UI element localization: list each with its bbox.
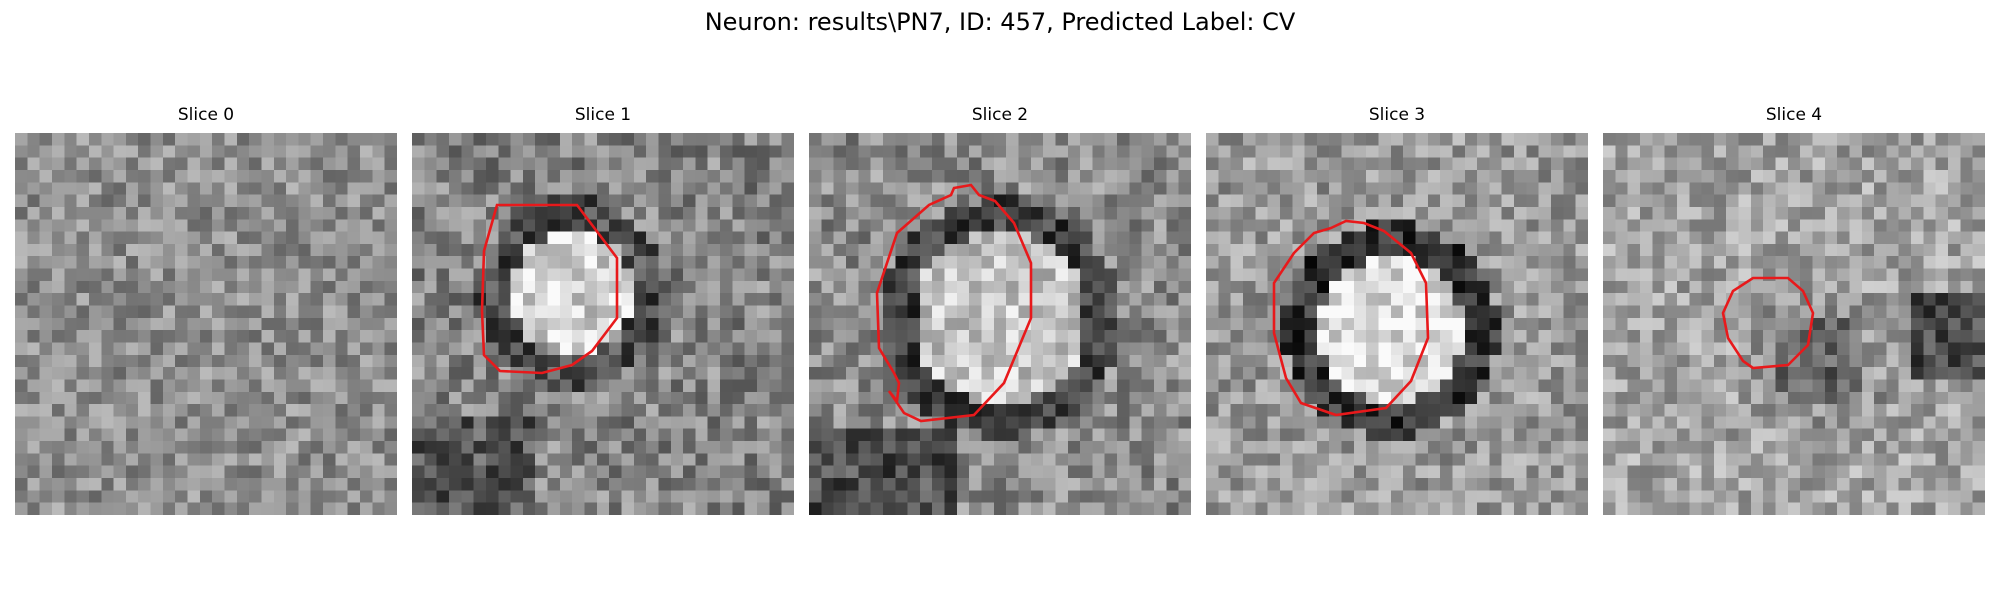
segmentation-contour (875, 183, 1033, 423)
slice-panel-1: Slice 1 (412, 105, 794, 515)
pixel-grid (809, 133, 1191, 515)
slice-image-3 (1206, 133, 1588, 515)
pixel-grid (1206, 133, 1588, 515)
slice-title-4: Slice 4 (1765, 105, 1823, 125)
slice-image-1 (412, 133, 794, 515)
segmentation-contour (1721, 276, 1815, 370)
slice-image-4 (1603, 133, 1985, 515)
slice-panel-0: Slice 0 (15, 105, 397, 515)
slice-title-0: Slice 0 (177, 105, 235, 125)
segmentation-contour (480, 203, 619, 375)
pixel-grid (15, 133, 397, 515)
slice-image-2 (809, 133, 1191, 515)
slice-panel-4: Slice 4 (1603, 105, 1985, 515)
segmentation-contour (1272, 219, 1430, 417)
slice-title-1: Slice 1 (574, 105, 632, 125)
pixel-grid (412, 133, 794, 515)
slice-title-2: Slice 2 (971, 105, 1029, 125)
figure-title: Neuron: results\PN7, ID: 457, Predicted … (704, 8, 1296, 36)
pixel-grid (1603, 133, 1985, 515)
slice-title-3: Slice 3 (1368, 105, 1426, 125)
slice-image-0 (15, 133, 397, 515)
slice-panel-3: Slice 3 (1206, 105, 1588, 515)
slice-panel-2: Slice 2 (809, 105, 1191, 515)
